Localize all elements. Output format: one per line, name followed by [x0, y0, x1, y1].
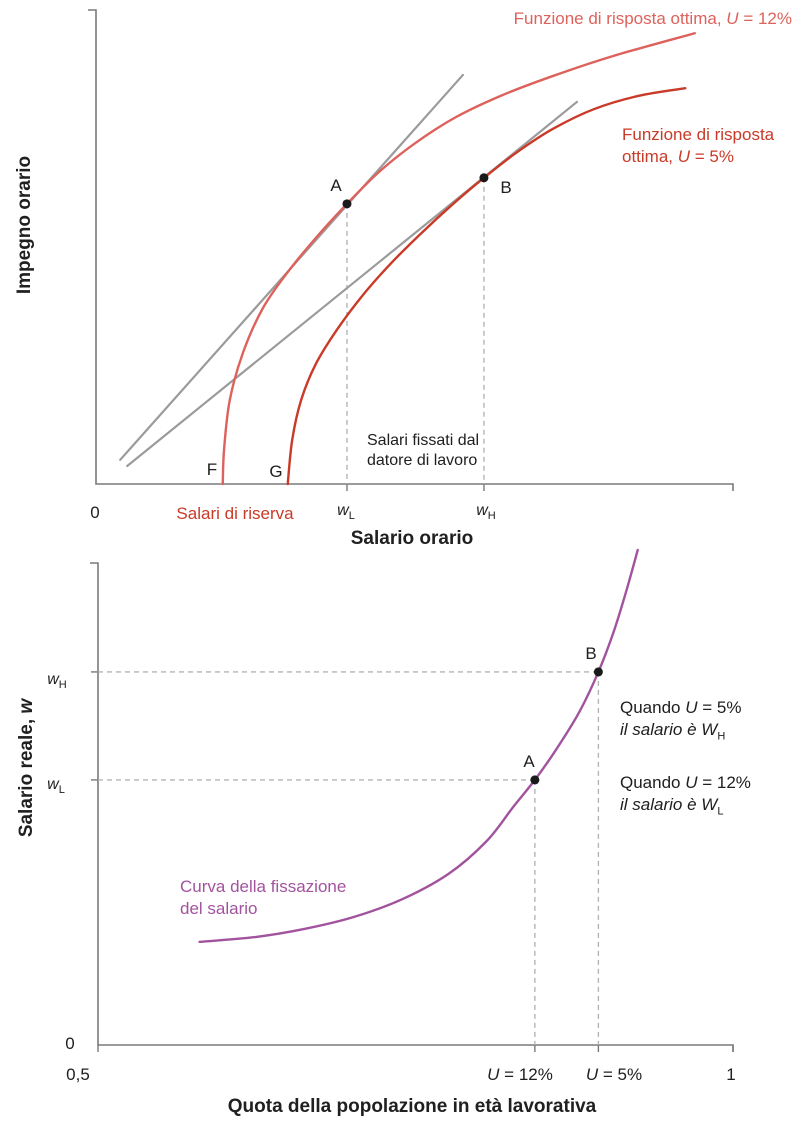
annotation-u5: Quando U = 5% il salario è WH [620, 697, 741, 743]
annotation-u5-line2: il salario è WH [620, 719, 726, 743]
u-symbol: U [677, 146, 691, 166]
tick-label-05: 0,5 [66, 1065, 90, 1084]
series-u12-top [221, 32, 696, 486]
point-B-bottom [593, 667, 603, 677]
annotation-u12: Quando U = 12% il salario è WL [620, 772, 751, 818]
point-label-a-bottom: A [523, 752, 535, 771]
bottom-y-axis-title: Salario reale, w [16, 698, 37, 838]
annotation-u12-line1: Quando U = 12% [620, 773, 751, 792]
point-label-a-top: A [330, 176, 342, 195]
top-y-axis-title: Impegno orario [14, 155, 35, 295]
point-label-g: G [269, 462, 283, 481]
point-A-bottom [530, 775, 540, 785]
top-origin-label: 0 [90, 503, 100, 522]
bottom-x-axis-title: Quota della popolazione in età lavorativ… [227, 1096, 597, 1117]
top-x-axis-title: Salario orario [350, 528, 474, 549]
bottom-origin-label: 0 [65, 1034, 75, 1053]
series-u5-top [286, 87, 687, 486]
curve-label-u12: Funzione di risposta ottima, U = 12% [514, 9, 792, 29]
employer-wage-annotation: Salari fissati dal datore di lavoro [367, 432, 480, 470]
curve-label-u12-value: = 12% [743, 9, 792, 28]
wage-curve-label: Curva della fissazione del salario [180, 877, 347, 918]
series-wage-bottom [198, 548, 639, 944]
curve-label-u5-line2: ottima, U = 5% [622, 146, 735, 166]
curve-label-u12-text: Funzione di risposta ottima, [513, 9, 722, 28]
curve-label-u5-line1: Funzione di risposta [622, 125, 775, 144]
point-label-f: F [206, 460, 218, 479]
tick-label-u5: U = 5% [585, 1065, 643, 1084]
curve-label-u5: Funzione di risposta ottima, U = 5% [622, 124, 774, 168]
u-symbol: U [726, 9, 739, 28]
point-label-b-bottom: B [585, 644, 597, 663]
point-A-top [342, 199, 352, 209]
tick-label-wh-bottom: wH [47, 670, 67, 692]
reserve-wage-label: Salari di riserva [176, 504, 294, 523]
annotation-u5-line1: Quando U = 5% [620, 698, 742, 717]
tick-label-wl-top: wL [337, 501, 355, 523]
tick-label-u12: U = 12% [487, 1065, 553, 1084]
axes-top [88, 9, 734, 491]
point-label-b-top: B [500, 178, 512, 197]
tick-label-wh-top: wH [476, 501, 496, 523]
tick-label-wl-bottom: wL [47, 775, 65, 797]
point-B-top [479, 173, 489, 183]
annotation-u12-line2: il salario è WL [620, 794, 724, 818]
tick-label-1: 1 [726, 1065, 736, 1084]
